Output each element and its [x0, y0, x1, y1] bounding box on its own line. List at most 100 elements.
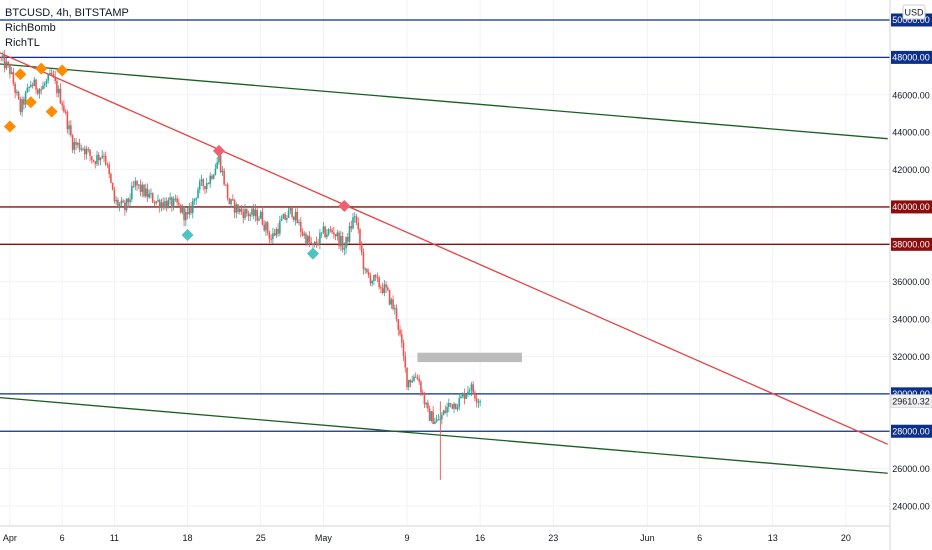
legend-indicator-richbomb[interactable]: RichBomb	[5, 22, 56, 34]
candle-body	[190, 206, 192, 213]
candle-body	[64, 111, 67, 113]
candle-body	[317, 244, 319, 246]
time-tick-label: 6	[697, 533, 702, 543]
candle-body	[77, 142, 79, 145]
time-tick-label: 9	[404, 533, 409, 543]
candles	[0, 49, 481, 480]
candle-body	[3, 55, 6, 69]
candle-body	[273, 233, 276, 236]
candle-body	[36, 89, 39, 94]
candle-body	[178, 202, 180, 205]
candle-body	[465, 394, 468, 399]
candle-body	[172, 198, 175, 208]
candle-body	[287, 210, 290, 218]
candle-body	[284, 214, 286, 220]
candle-body	[268, 232, 271, 239]
candle-body	[242, 211, 245, 219]
candle-body	[52, 74, 55, 77]
candle-body	[270, 238, 272, 240]
candle-body	[43, 84, 46, 86]
candle-body	[453, 403, 455, 409]
candle-body	[118, 203, 121, 206]
time-tick-label: 16	[475, 533, 485, 543]
price-tick-label: 26000.00	[892, 464, 930, 474]
candle-body	[146, 188, 149, 198]
candle-body	[94, 161, 97, 164]
candle-body	[404, 355, 407, 368]
price-axis[interactable]: 24000.00 26000.00 28000.00 30000.00 32000.00…	[890, 13, 932, 512]
candle-body	[83, 148, 86, 155]
candle-body	[390, 299, 393, 305]
candle-body	[395, 308, 398, 320]
time-axis[interactable]: Apr 6 11 18 25 May 9 16 23 Jun 6 13 20	[3, 533, 851, 543]
candle-body	[28, 86, 30, 88]
candle-body	[263, 224, 265, 231]
candle-body	[5, 61, 8, 69]
candle-body	[446, 406, 448, 413]
candle-body	[169, 197, 171, 200]
currency-badge[interactable]: USD	[902, 4, 926, 20]
candle-body	[388, 290, 391, 305]
candle-body	[336, 232, 339, 237]
candle-body	[416, 377, 419, 379]
candle-body	[23, 99, 25, 105]
level-label-box	[891, 424, 932, 438]
candle-body	[230, 199, 232, 205]
candle-body	[479, 401, 481, 403]
candle-body	[204, 186, 206, 190]
candle-body	[45, 80, 48, 85]
candle-body	[286, 217, 288, 220]
candle-body	[16, 91, 18, 93]
price-tick-label: 24000.00	[892, 502, 930, 512]
candle-body	[392, 299, 394, 309]
candle-body	[185, 211, 187, 221]
candle-body	[280, 218, 283, 221]
candle-body	[310, 242, 313, 244]
candle-body	[174, 198, 177, 200]
candle-body	[348, 226, 351, 242]
candle-body	[26, 87, 29, 93]
candle-body	[87, 148, 90, 150]
candle-body	[289, 208, 292, 211]
price-tick-label: 46000.00	[892, 90, 930, 100]
candle-body	[120, 200, 123, 204]
signal-diamond	[35, 62, 48, 75]
candle-body	[202, 179, 205, 187]
candle-body	[101, 155, 104, 158]
level-label-box	[891, 50, 932, 64]
candle-body	[249, 214, 252, 217]
candle-body	[338, 232, 340, 247]
candle-body	[385, 284, 387, 288]
candle-body	[463, 393, 466, 399]
candle-body	[212, 174, 215, 179]
trendline	[0, 52, 888, 445]
level-label: 50000.00	[892, 15, 930, 25]
candle-body	[19, 98, 22, 113]
candle-body	[139, 184, 142, 192]
candle-body	[0, 57, 2, 59]
candle-body	[167, 199, 170, 209]
candle-body	[207, 183, 210, 185]
level-label-box	[891, 200, 932, 214]
candle-body	[141, 184, 144, 192]
candle-body	[111, 182, 114, 190]
time-tick-label: 25	[256, 533, 266, 543]
candle-body	[292, 216, 295, 221]
candle-body	[150, 193, 152, 195]
candle-body	[97, 154, 100, 161]
candle-body	[461, 393, 464, 397]
level-label: 40000.00	[892, 202, 930, 212]
trendline	[0, 396, 888, 474]
candle-body	[277, 228, 279, 234]
candle-body	[205, 183, 208, 190]
candle-body	[427, 402, 429, 409]
candle-body	[376, 277, 379, 279]
legend-indicator-richtl[interactable]: RichTL	[5, 37, 40, 49]
candle-body	[475, 398, 478, 403]
candle-body	[113, 189, 116, 202]
legend-symbol[interactable]: BTCUSD, 4h, BITSTAMP	[5, 7, 129, 19]
candle-body	[157, 199, 159, 202]
candle-body	[195, 198, 198, 200]
candle-body	[319, 232, 321, 245]
